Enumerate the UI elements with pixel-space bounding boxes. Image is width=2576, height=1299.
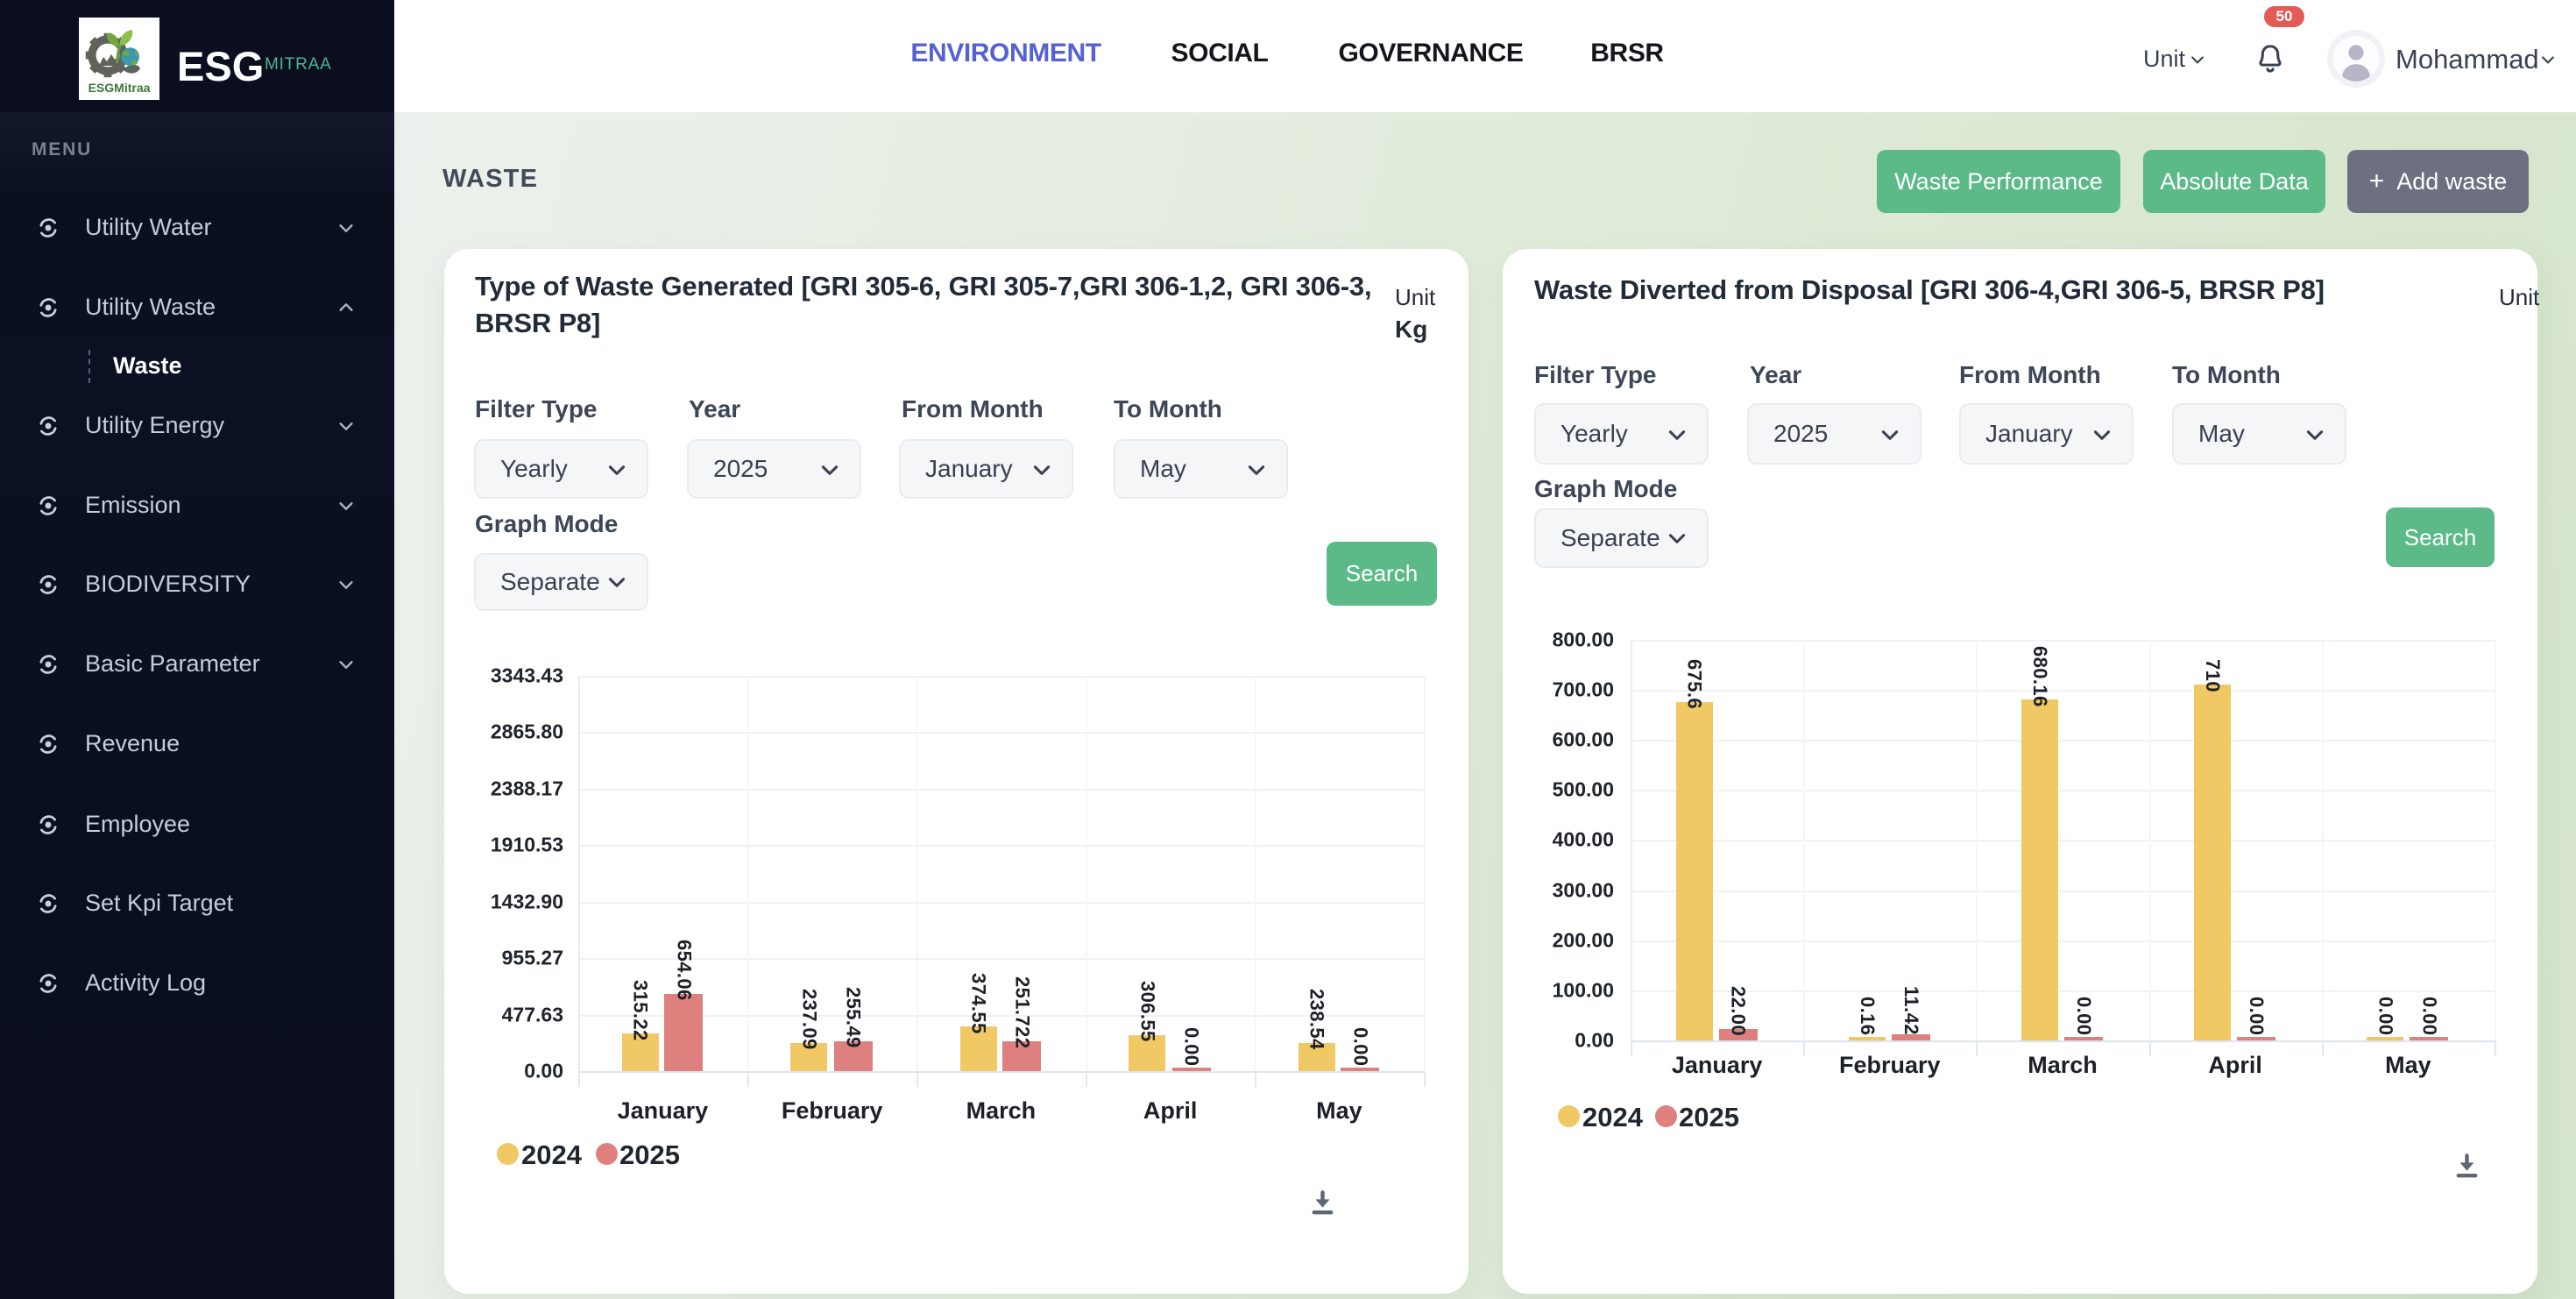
svg-text:ESGMitraa: ESGMitraa [88, 81, 151, 95]
